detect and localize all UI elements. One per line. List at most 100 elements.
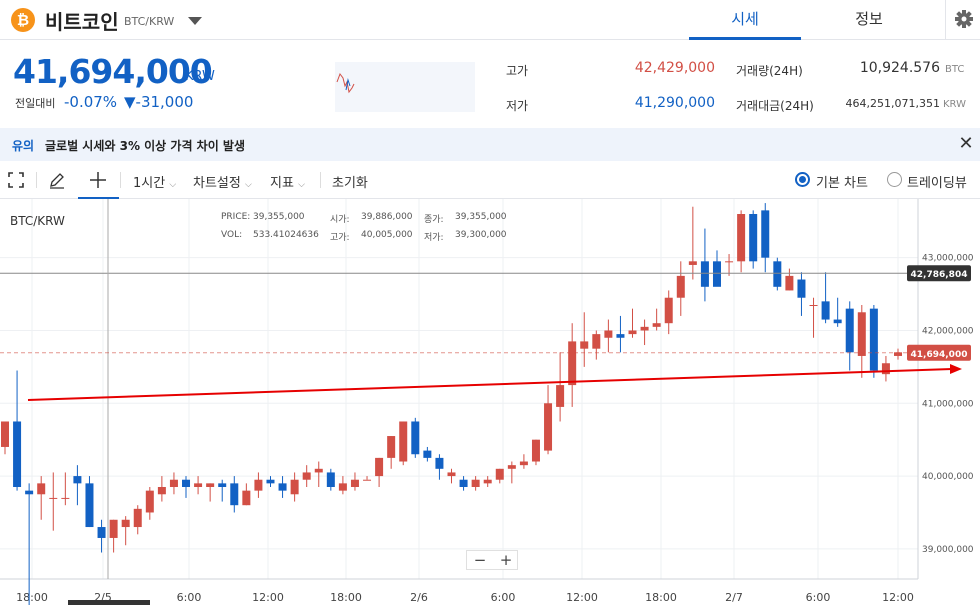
price-unit: KRW	[185, 69, 215, 84]
tab-info[interactable]: 정보	[855, 10, 883, 28]
legend-price-label: PRICE:	[221, 212, 251, 222]
candle-body	[326, 472, 335, 487]
candle-body	[797, 279, 806, 298]
candle-body	[749, 214, 758, 262]
close-icon[interactable]: ✕	[958, 133, 974, 154]
x-tick-label: 2/7	[725, 591, 743, 604]
candle-body	[568, 341, 577, 386]
mini-chart	[335, 62, 475, 112]
notice-bar: 유의 글로벌 시세와 3% 이상 가격 차이 발생	[0, 128, 980, 161]
chart-settings-label: 차트설정	[193, 176, 241, 191]
candle-body	[338, 483, 347, 491]
candle-body	[145, 490, 154, 513]
coin-name[interactable]: 비트코인	[45, 10, 119, 34]
view-basic-radio[interactable]	[795, 172, 810, 187]
candle-body	[688, 261, 697, 265]
candle-body	[182, 479, 191, 487]
candle-body	[833, 319, 842, 324]
candle-body	[725, 261, 734, 263]
coin-dropdown-caret-icon[interactable]	[188, 17, 202, 25]
chart-symbol: BTC/KRW	[10, 214, 65, 228]
candle-body	[13, 421, 22, 487]
candle-body	[85, 483, 94, 528]
fullscreen-icon[interactable]	[8, 172, 24, 188]
candle-body	[25, 490, 34, 495]
coin-header: ₿ 비트코인 BTC/KRW 시세 정보	[0, 0, 980, 40]
legend-close-value: 39,355,000	[455, 212, 507, 222]
candle-body	[350, 479, 359, 487]
candle-body	[411, 421, 420, 455]
candlestick-chart[interactable]: 43,000,000 42,000,000 41,000,000 40,000,000…	[0, 199, 980, 609]
zoom-in-button[interactable]: +	[499, 551, 513, 569]
volume-label: 거래량(24H)	[736, 64, 803, 78]
high-label: 고가	[506, 64, 529, 78]
tab-quote[interactable]: 시세	[689, 0, 801, 40]
last-price-tag	[907, 344, 971, 361]
legend-low-value: 39,300,000	[455, 230, 507, 240]
interval-select[interactable]: 1시간 ⌵	[133, 172, 176, 191]
view-tradingview-label[interactable]: 트레이딩뷰	[907, 176, 967, 191]
candle-body	[471, 479, 480, 487]
candle-body	[278, 483, 287, 491]
crosshair-icon	[90, 172, 106, 188]
candle-body	[628, 330, 637, 335]
candle-body	[157, 487, 166, 495]
coin-pair: BTC/KRW	[124, 15, 175, 28]
legend-vol-value: 533.41024636	[253, 230, 319, 240]
candle-body	[869, 308, 878, 371]
candle-body	[761, 210, 770, 258]
trendline-arrowhead-icon	[950, 364, 962, 374]
indicators-menu[interactable]: 지표 ⌵	[270, 172, 305, 191]
zoom-out-button[interactable]: −	[473, 551, 487, 569]
crosshair-tool-button[interactable]	[78, 161, 119, 199]
change-rate: -0.07%	[64, 93, 118, 111]
x-tick-label: 12:00	[252, 591, 284, 604]
candle-body	[845, 308, 854, 353]
x-tick-label: 18:00	[16, 591, 48, 604]
y-tick-label: 39,000,000	[922, 545, 974, 555]
candle-body	[592, 334, 601, 349]
legend-high-label: 고가:	[330, 233, 350, 243]
x-tick-label: 18:00	[330, 591, 362, 604]
candle-body	[604, 330, 613, 338]
candle-body	[49, 497, 58, 499]
candle-body	[254, 479, 263, 491]
crosshair-price-label: 42,786,804	[911, 270, 968, 280]
settings-button[interactable]	[945, 0, 980, 40]
chart-settings-menu[interactable]: 차트설정 ⌵	[193, 172, 252, 191]
candle-body	[302, 472, 311, 480]
y-tick-label: 41,000,000	[922, 399, 974, 409]
candle-body	[544, 403, 553, 451]
candle-body	[700, 261, 709, 287]
candle-body	[423, 450, 432, 458]
candle-body	[375, 457, 384, 477]
candle-body	[206, 483, 215, 487]
notice-tag: 유의	[12, 139, 35, 153]
view-tradingview-radio[interactable]	[887, 172, 902, 187]
bitcoin-logo-icon: ₿	[11, 8, 35, 32]
change-amount: ▼-31,000	[124, 93, 194, 111]
legend-close-label: 종가:	[424, 215, 444, 225]
candle-body	[109, 519, 118, 538]
candle-body	[483, 479, 492, 484]
candle-body	[169, 479, 178, 487]
legend-open-value: 39,886,000	[361, 212, 413, 222]
legend-open-label: 시가:	[330, 215, 350, 225]
candle-body	[290, 479, 299, 495]
volume-unit: BTC	[945, 64, 965, 75]
x-tick-label: 12:00	[882, 591, 914, 604]
candle-body	[881, 363, 890, 375]
high-value: 42,429,000	[634, 60, 715, 76]
amount-label: 거래대금(24H)	[736, 99, 814, 113]
low-label: 저가	[506, 99, 529, 113]
candle-body	[495, 468, 504, 480]
candle-body	[785, 275, 794, 291]
price-chart[interactable]: 43,000,000 42,000,000 41,000,000 40,000,000…	[0, 199, 980, 609]
draw-pencil-icon[interactable]	[48, 171, 66, 189]
candle-body	[809, 305, 818, 306]
view-basic-label[interactable]: 기본 차트	[816, 176, 868, 191]
candle-body	[821, 301, 830, 320]
reset-button[interactable]: 초기화	[332, 176, 368, 191]
amount-unit: KRW	[943, 99, 966, 110]
candle-body	[664, 297, 673, 324]
